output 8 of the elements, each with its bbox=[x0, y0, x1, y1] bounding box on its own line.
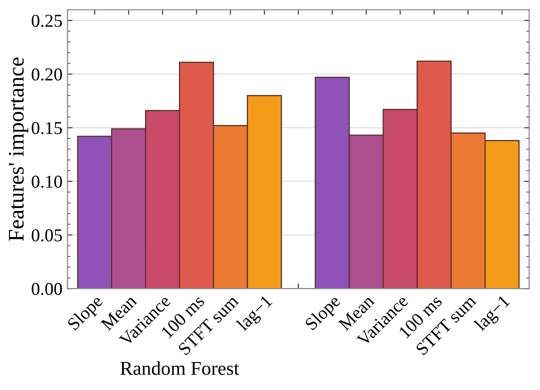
text: Random Forest bbox=[120, 361, 240, 375]
y-tick-label: 0.20 bbox=[32, 68, 62, 81]
y-tick-label: 0.00 bbox=[32, 282, 62, 296]
y-axis-title: Features' importance bbox=[8, 58, 28, 241]
y-tick-label: 0.25 bbox=[32, 14, 62, 27]
y-tick-label: 0.05 bbox=[32, 229, 62, 242]
y-tick-label: 0.15 bbox=[32, 122, 62, 134]
y-tick-label: 0.10 bbox=[32, 176, 62, 188]
